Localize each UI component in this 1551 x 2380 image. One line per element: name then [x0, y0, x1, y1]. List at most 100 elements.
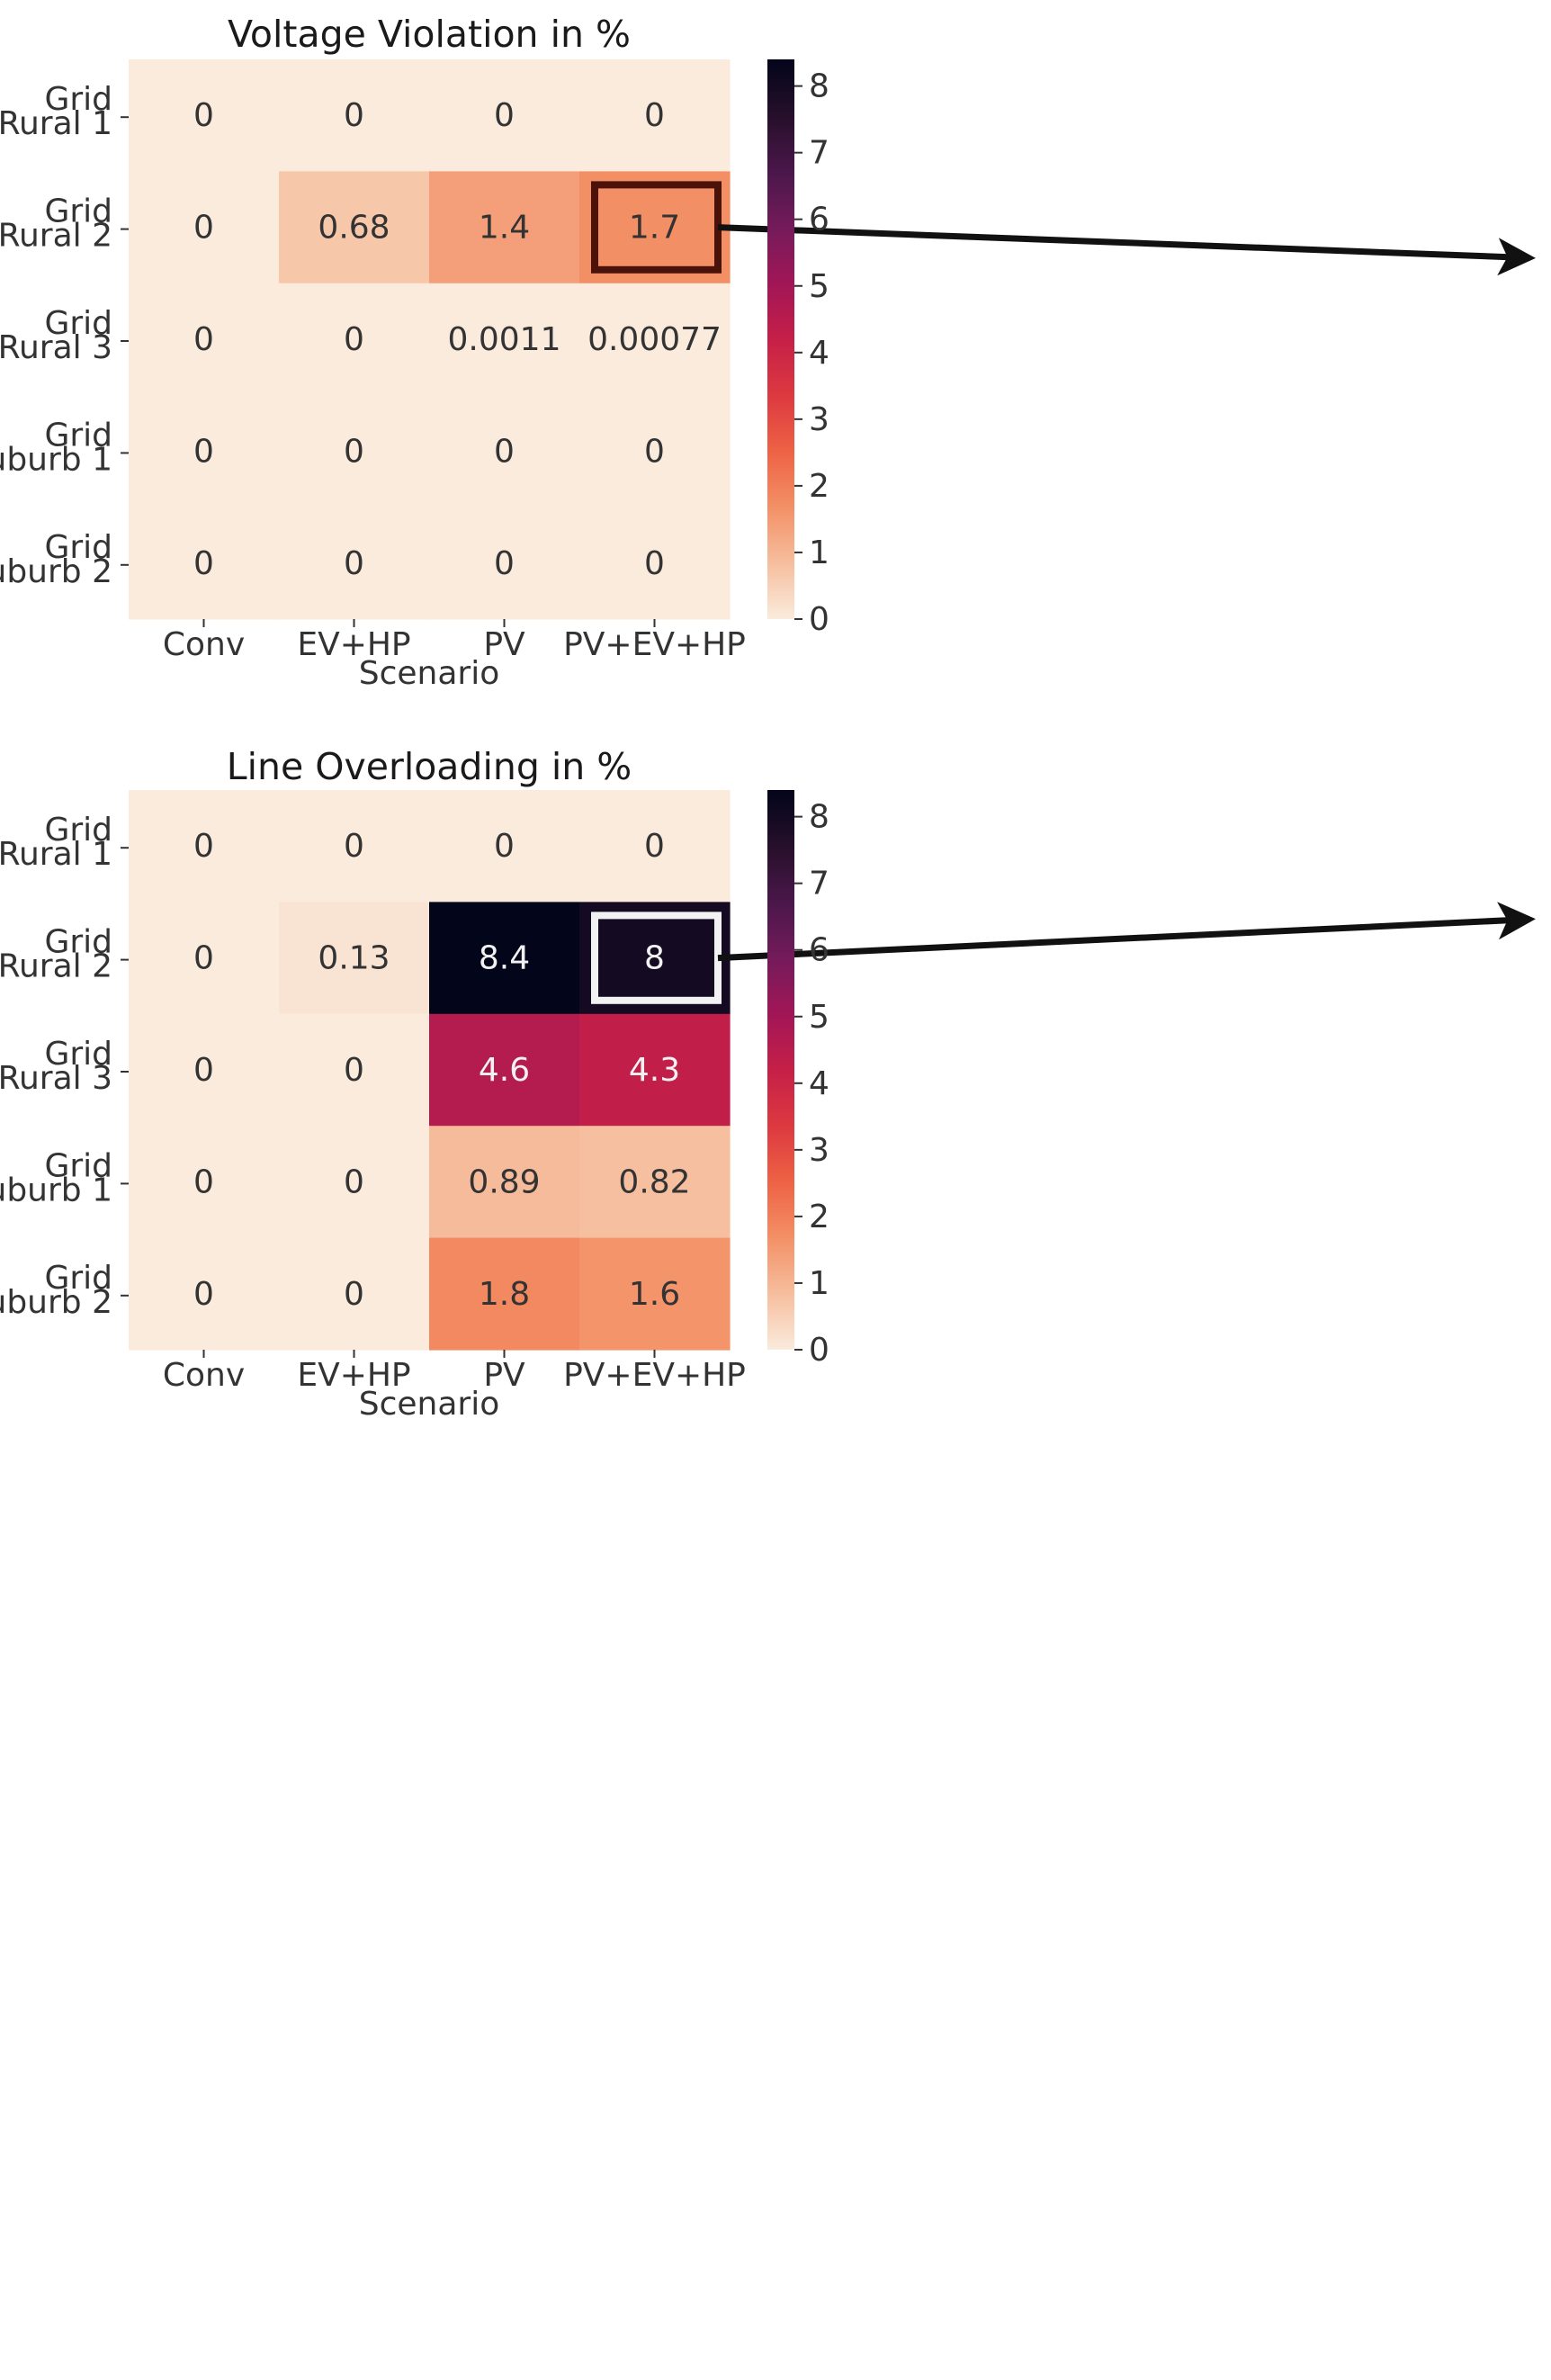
x-tick-label: Conv	[163, 1357, 245, 1394]
cell-value-label: 0	[193, 940, 214, 977]
cell-value-label: 0	[193, 210, 214, 247]
heatmap-cell	[579, 790, 731, 903]
cell-value-label: 0	[193, 1276, 214, 1313]
cell-value-label: 0	[193, 97, 214, 134]
x-tick-label: EV+HP	[297, 626, 410, 663]
callout-arrow	[717, 224, 1536, 276]
heatmap-cell	[579, 171, 731, 284]
cell-value-label: 0	[644, 433, 665, 470]
colorbar-tick-label: 7	[809, 866, 829, 903]
cell-value-label: 0	[344, 828, 364, 865]
cell-value-label: 0	[193, 828, 214, 865]
heatmap-cell	[279, 1126, 430, 1239]
colorbar-tick-label: 3	[809, 401, 829, 438]
colorbar-tick-label: 1	[809, 534, 829, 571]
y-tick-label: GridSuburb 1	[0, 417, 112, 478]
cell-value-label: 0	[344, 1052, 364, 1089]
chart-title: Voltage Violation in %	[228, 13, 631, 56]
cell-value-label: 0.0011	[448, 321, 561, 358]
cell-value-label: 0	[193, 321, 214, 358]
heatmap-cell	[429, 395, 580, 508]
chart-title: Line Overloading in %	[227, 745, 632, 788]
colorbar-tick-label: 2	[809, 468, 829, 505]
cell-value-label: 0	[494, 97, 515, 134]
y-tick-label: GridSuburb 2	[0, 529, 112, 590]
heatmap-cell	[129, 507, 280, 620]
heatmap-cell	[279, 507, 430, 620]
colorbar-tick-label: 8	[809, 799, 829, 836]
heatmap-cell	[129, 902, 280, 1015]
cell-value-label: 0	[344, 433, 364, 470]
heatmap-cell	[579, 1126, 731, 1239]
colorbar	[767, 790, 794, 1350]
heatmap-cell	[279, 283, 430, 396]
heatmap-cell	[429, 283, 580, 396]
cell-value-label: 0.13	[318, 940, 390, 977]
x-tick-label: PV	[483, 1357, 525, 1394]
highlight-box	[591, 181, 722, 274]
cell-value-label: 0	[344, 1163, 364, 1200]
colorbar-tick-label: 5	[809, 268, 829, 305]
voltage-violation-heatmap: Voltage Violation in % 0 0 0 0 0 0.68 1.4 1.7 0 0 0…	[0, 13, 1536, 692]
cell-value-label: 0	[644, 828, 665, 865]
cell-value-label: 0	[193, 545, 214, 582]
colorbar-tick-label: 4	[809, 335, 829, 372]
heatmap-cell	[129, 1126, 280, 1239]
cell-value-label: 0	[344, 321, 364, 358]
cell-value-label: 0.82	[618, 1163, 690, 1200]
heatmap-cell	[429, 171, 580, 284]
heatmap-cell	[429, 902, 580, 1015]
cell-value-label: 8.4	[479, 940, 530, 977]
colorbar-tick-label: 5	[809, 999, 829, 1036]
y-tick-label: Grid Rural 3	[0, 1036, 112, 1097]
colorbar-tick-label: 4	[809, 1065, 829, 1102]
cell-value-label: 1.6	[629, 1276, 680, 1313]
x-tick-label: EV+HP	[297, 1357, 410, 1394]
cell-value-label: 1.8	[479, 1276, 530, 1313]
cell-value-label: 4.3	[629, 1052, 680, 1089]
heatmap-cell	[429, 59, 580, 172]
cell-value-label: 0	[344, 97, 364, 134]
cell-value-label: 0	[644, 545, 665, 582]
x-tick-label: Conv	[163, 626, 245, 663]
heatmap-cell	[279, 395, 430, 508]
cell-value-label: 0	[494, 433, 515, 470]
x-tick-label: PV+EV+HP	[563, 1357, 746, 1394]
cell-value-label: 0	[644, 97, 665, 134]
heatmap-cell	[129, 1013, 280, 1127]
cell-value-label: 4.6	[479, 1052, 530, 1089]
heatmap-cell	[579, 395, 731, 508]
heatmap-cell	[429, 790, 580, 903]
cell-value-label: 0	[193, 433, 214, 470]
heatmap-cell	[279, 59, 430, 172]
colorbar-tick-label: 6	[809, 202, 829, 238]
heatmap-cell	[429, 1237, 580, 1351]
heatmap-cell	[579, 1013, 731, 1127]
cell-value-label: 0.68	[318, 210, 390, 247]
heatmap-cell	[129, 395, 280, 508]
heatmap-cell	[429, 1013, 580, 1127]
y-tick-label: Grid Rural 3	[0, 305, 112, 366]
colorbar-tick-label: 1	[809, 1265, 829, 1302]
cell-value-label: 8	[644, 940, 665, 977]
colorbar-tick-label: 2	[809, 1199, 829, 1235]
heatmap-cell	[429, 1126, 580, 1239]
cell-value-label: 0	[494, 828, 515, 865]
colorbar-tick-label: 0	[809, 601, 829, 638]
cell-value-label: 0	[344, 545, 364, 582]
colorbar-tick-label: 3	[809, 1132, 829, 1169]
heatmap-cell	[429, 507, 580, 620]
heatmap-cell	[579, 283, 731, 396]
cell-value-label: 0.89	[468, 1163, 540, 1200]
heatmap-cell	[579, 1237, 731, 1351]
heatmap-cell	[579, 59, 731, 172]
colorbar-tick-label: 0	[809, 1332, 829, 1369]
x-tick-label: PV+EV+HP	[563, 626, 746, 663]
line-overloading-heatmap: Line Overloading in % 0 0 0 0 0 0.13 8.4 8 0 0 4.6 4…	[0, 745, 1536, 1423]
heatmap-cell	[279, 902, 430, 1015]
cell-value-label: 1.7	[629, 210, 680, 247]
y-tick-label: Grid Rural 1	[0, 812, 112, 873]
heatmap-cell	[579, 507, 731, 620]
heatmap-cell	[279, 171, 430, 284]
x-axis-label: Scenario	[359, 1386, 500, 1423]
